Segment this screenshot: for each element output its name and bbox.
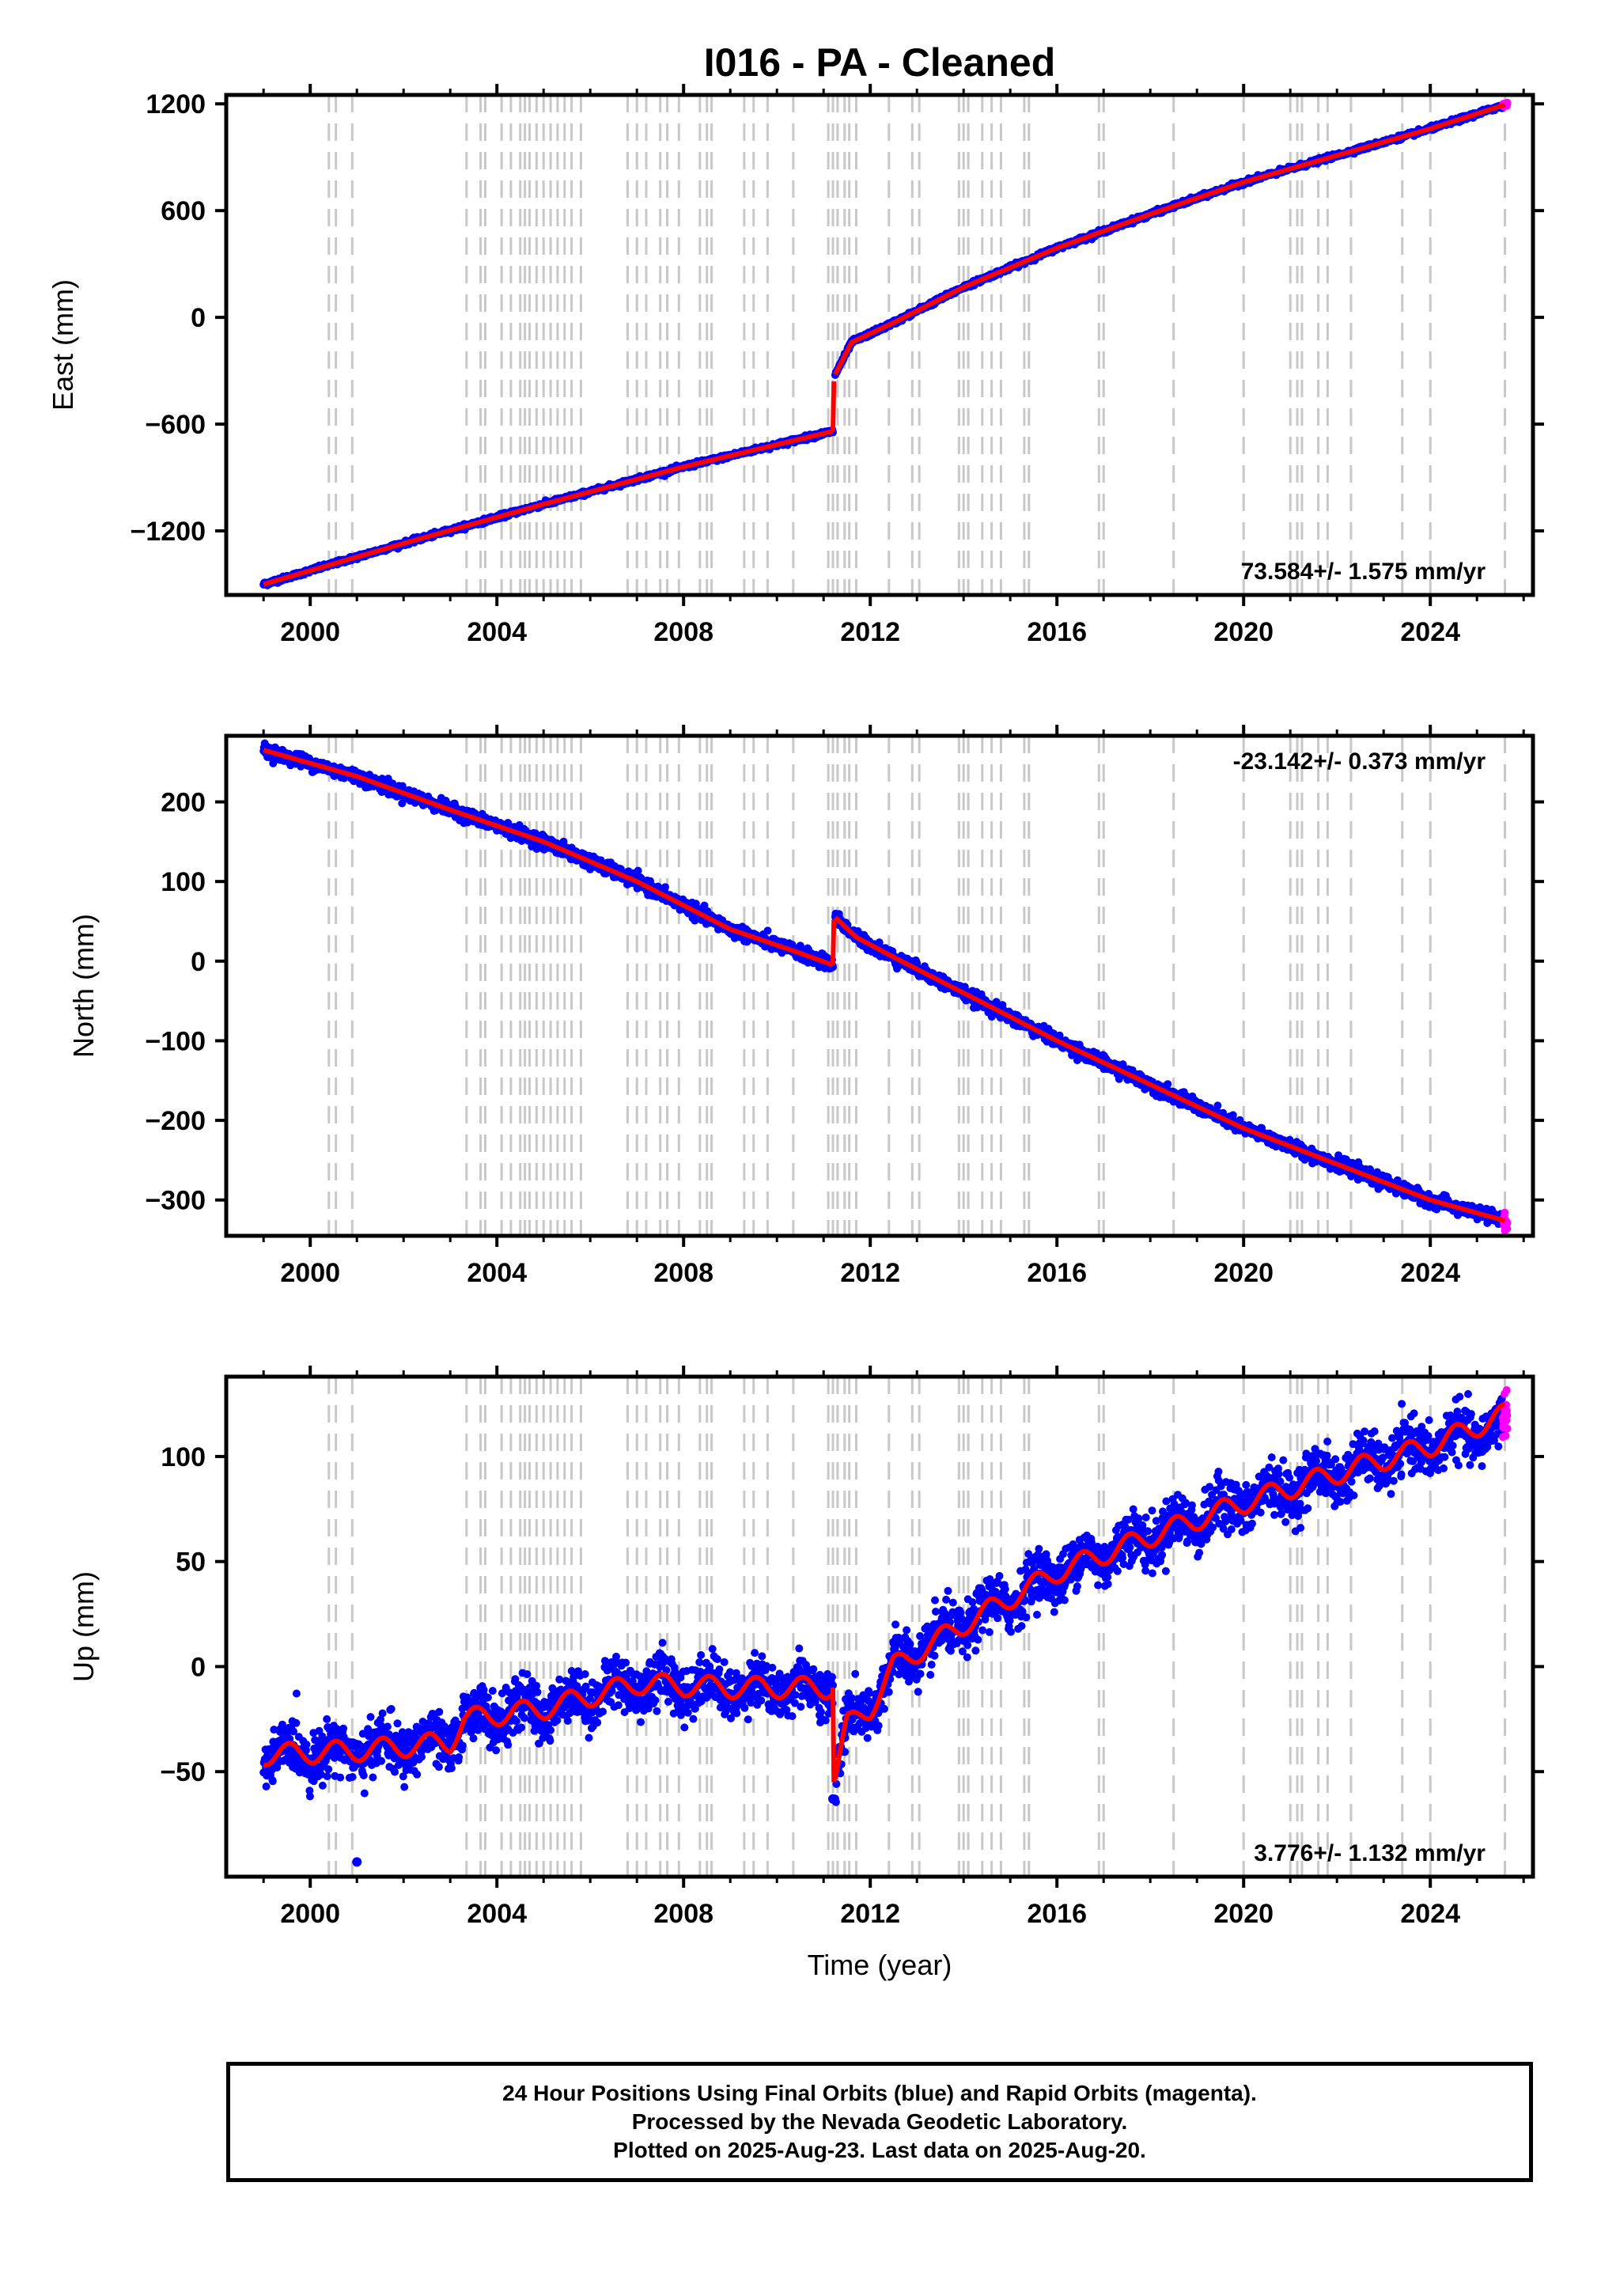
plot-frame — [224, 93, 1535, 597]
x-tick-label: 2024 — [1400, 617, 1460, 647]
chart-canvas: I016 - PA - Cleaned 2000 2004 2008 2012 2016… — [47, 40, 1544, 1981]
y-axis-label: East (mm) — [47, 279, 79, 411]
y-tick-label: 1200 — [146, 89, 206, 119]
y-tick-label: −1200 — [131, 517, 206, 547]
model-line — [262, 102, 1507, 587]
data-point — [763, 926, 772, 935]
x-tick-label: 2000 — [280, 617, 340, 647]
x-tick-label: 2008 — [653, 617, 713, 647]
plot-area — [259, 95, 1512, 595]
plot-area — [259, 736, 1512, 1236]
north-panel: 2000 2004 2008 2012 2016 2020 2024−300−200−100… — [67, 725, 1544, 1288]
final-points — [259, 101, 1507, 589]
y-tick-label: 0 — [191, 303, 206, 333]
model-segment — [833, 102, 1507, 376]
final-points — [259, 739, 1507, 1229]
x-tick-label: 2020 — [1213, 617, 1274, 647]
data-point — [661, 883, 669, 892]
x-tick-label: 2012 — [840, 617, 900, 647]
x-tick-label: 2004 — [467, 617, 527, 647]
model-segment — [831, 381, 837, 432]
x-tick-label: 2016 — [1027, 617, 1087, 647]
y-tick-label: 600 — [161, 196, 206, 226]
y-tick-label: −600 — [145, 410, 206, 440]
velocity-annotation: 73.584+/- 1.575 mm/yr — [1241, 559, 1486, 585]
chart-title: I016 - PA - Cleaned — [704, 40, 1056, 85]
east-panel: 2000 2004 2008 2012 2016 2020 2024 −1200 −600 0 60… — [47, 84, 1544, 647]
